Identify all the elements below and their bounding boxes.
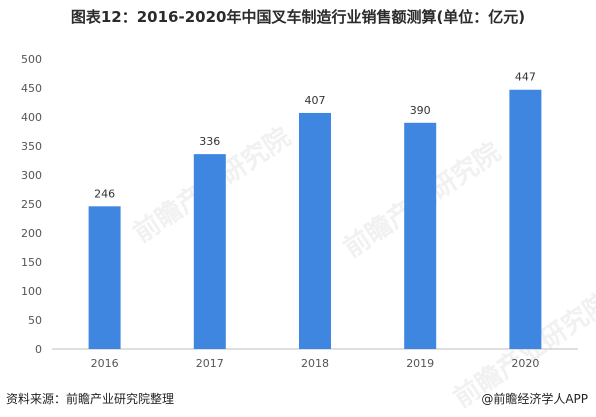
y-tick-label: 300	[21, 169, 42, 182]
y-tick-label: 50	[28, 314, 42, 327]
x-tick-label: 2020	[511, 357, 539, 370]
data-label: 336	[199, 135, 220, 148]
y-axis: 0 50 100 150 200 250 300 350 400 450 500	[21, 53, 42, 356]
x-tick-label: 2019	[406, 357, 434, 370]
y-tick-label: 500	[21, 53, 42, 66]
x-tick-label: 2018	[301, 357, 329, 370]
data-label: 447	[515, 71, 536, 84]
bar	[509, 89, 542, 350]
bar	[193, 154, 226, 349]
x-tick-label: 2016	[91, 357, 119, 370]
x-tick-label: 2017	[196, 357, 224, 370]
y-tick-label: 350	[21, 140, 42, 153]
credit-note: @前瞻经济学人APP	[481, 392, 588, 406]
y-tick-label: 250	[21, 198, 42, 211]
x-axis: 2016 2017 2018 2019 2020	[52, 348, 578, 370]
data-label: 407	[305, 94, 326, 107]
bar	[404, 122, 437, 349]
y-tick-label: 400	[21, 111, 42, 124]
y-tick-label: 150	[21, 256, 42, 269]
y-tick-label: 0	[35, 343, 42, 356]
chart-title: 图表12：2016-2020年中国叉车制造行业销售额测算(单位：亿元)	[70, 8, 526, 26]
y-tick-label: 200	[21, 227, 42, 240]
bars	[88, 89, 542, 350]
y-tick-label: 450	[21, 82, 42, 95]
data-labels: 246 336 407 390 447	[94, 71, 536, 201]
bar	[299, 112, 331, 349]
data-label: 390	[410, 104, 431, 117]
source-note: 资料来源：前瞻产业研究院整理	[6, 392, 175, 406]
data-label: 246	[94, 187, 115, 200]
y-tick-label: 100	[21, 285, 42, 298]
bar	[88, 206, 121, 349]
